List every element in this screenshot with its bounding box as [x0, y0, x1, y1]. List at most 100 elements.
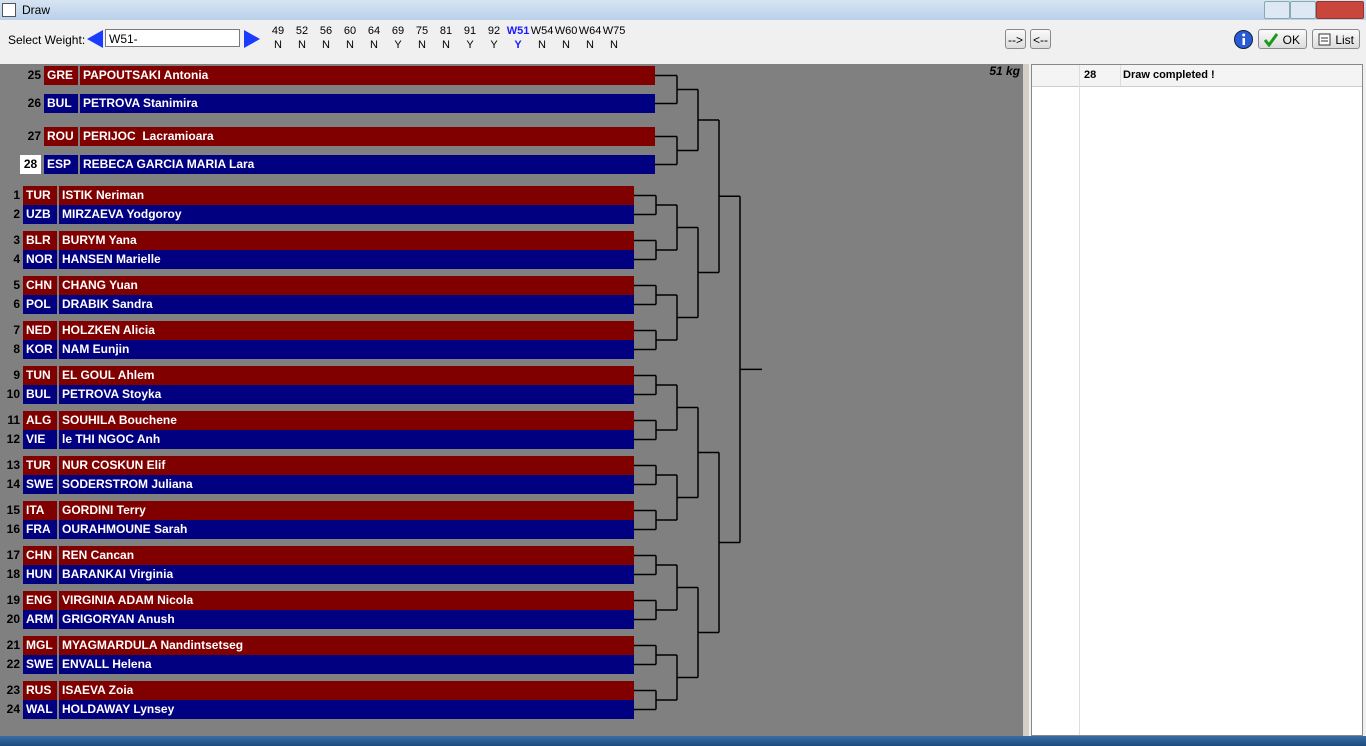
scrollbar: [1023, 64, 1029, 736]
entry-country: ALG: [23, 411, 57, 430]
weight-option[interactable]: 81: [439, 25, 453, 37]
weight-label: 51 kg: [989, 64, 1020, 78]
entry-name[interactable]: DRABIK Sandra: [59, 295, 634, 314]
prev-weight-button[interactable]: [86, 29, 104, 49]
entry-number: 10: [6, 387, 20, 401]
entry-number: 4: [13, 252, 20, 266]
log-panel: 28 Draw completed !: [1031, 64, 1363, 736]
weight-flag: Y: [514, 39, 522, 51]
entry-country: KOR: [23, 340, 57, 359]
entry-number: 1: [13, 188, 20, 202]
entry-country: VIE: [23, 430, 57, 449]
maximize-button[interactable]: [1290, 1, 1316, 19]
weight-flag: N: [442, 39, 450, 51]
entry-name[interactable]: MYAGMARDULA Nandintsetseg: [59, 636, 634, 655]
weight-option[interactable]: W54: [530, 25, 554, 37]
ok-label: OK: [1282, 33, 1300, 47]
log-header: [1032, 65, 1362, 87]
entry-name[interactable]: HOLDAWAY Lynsey: [59, 700, 634, 719]
entry-name[interactable]: PERIJOC Lacramioara: [80, 127, 655, 146]
draw-area: 51 kg 25 GRE PAPOUTSAKI Antonia 26 BUL PETROV…: [0, 64, 1023, 736]
log-message: Draw completed !: [1123, 69, 1215, 81]
next-weight-button[interactable]: [243, 29, 261, 49]
weight-flag: Y: [490, 39, 498, 51]
weight-option[interactable]: W60: [554, 25, 578, 37]
weight-flag: N: [370, 39, 378, 51]
entry-name[interactable]: ISTIK Neriman: [59, 186, 634, 205]
entry-name[interactable]: REN Cancan: [59, 546, 634, 565]
entry-number: 20: [6, 612, 20, 626]
entry-name[interactable]: HANSEN Marielle: [59, 250, 634, 269]
entry-name[interactable]: SOUHILA Bouchene: [59, 411, 634, 430]
prev-button[interactable]: <--: [1030, 29, 1051, 49]
entry-name[interactable]: MIRZAEVA Yodgoroy: [59, 205, 634, 224]
weight-option[interactable]: W64: [578, 25, 602, 37]
entry-name[interactable]: le THI NGOC Anh: [59, 430, 634, 449]
list-button[interactable]: List: [1312, 29, 1360, 49]
entry-name[interactable]: ENVALL Helena: [59, 655, 634, 674]
entry-name[interactable]: PETROVA Stanimira: [80, 94, 655, 113]
entry-name[interactable]: CHANG Yuan: [59, 276, 634, 295]
weight-option[interactable]: W75: [602, 25, 626, 37]
entry-number: 15: [6, 503, 20, 517]
entry-name[interactable]: REBECA GARCIA MARIA Lara: [80, 155, 655, 174]
entry-country: TUR: [23, 186, 57, 205]
entry-country: WAL: [23, 700, 57, 719]
column-divider: [1120, 65, 1121, 86]
entry-number: 3: [13, 233, 20, 247]
entry-name[interactable]: SODERSTROM Juliana: [59, 475, 634, 494]
weight-option[interactable]: 91: [463, 25, 477, 37]
info-button[interactable]: [1233, 29, 1254, 50]
window-title: Draw: [22, 3, 51, 17]
entry-name[interactable]: NAM Eunjin: [59, 340, 634, 359]
weight-option[interactable]: 64: [367, 25, 381, 37]
weight-flag: N: [610, 39, 618, 51]
entry-name[interactable]: PETROVA Stoyka: [59, 385, 634, 404]
entry-name[interactable]: PAPOUTSAKI Antonia: [80, 66, 655, 85]
entry-number: 13: [6, 458, 20, 472]
entry-number: 9: [13, 368, 20, 382]
next-button[interactable]: -->: [1005, 29, 1026, 49]
entry-name[interactable]: NUR COSKUN Elif: [59, 456, 634, 475]
weight-select[interactable]: W51-: [105, 29, 240, 47]
close-button[interactable]: [1316, 1, 1364, 19]
entry-number: 23: [6, 683, 20, 697]
entry-name[interactable]: HOLZKEN Alicia: [59, 321, 634, 340]
weight-option[interactable]: 56: [319, 25, 333, 37]
app-icon: [2, 3, 16, 17]
weight-flag: Y: [394, 39, 402, 51]
log-count: 28: [1084, 69, 1097, 81]
weight-option[interactable]: 60: [343, 25, 357, 37]
entry-country: GRE: [44, 66, 78, 85]
ok-button[interactable]: OK: [1258, 29, 1307, 49]
weight-option[interactable]: 49: [271, 25, 285, 37]
entry-number: 8: [13, 342, 20, 356]
weight-option[interactable]: 69: [391, 25, 405, 37]
entry-number: 17: [6, 548, 20, 562]
entry-country: HUN: [23, 565, 57, 584]
entry-name[interactable]: GRIGORYAN Anush: [59, 610, 634, 629]
minimize-button[interactable]: [1264, 1, 1290, 19]
entry-country: BUL: [23, 385, 57, 404]
weight-flag: N: [274, 39, 282, 51]
weight-option[interactable]: 52: [295, 25, 309, 37]
entry-country: TUN: [23, 366, 57, 385]
weight-option[interactable]: 92: [487, 25, 501, 37]
weight-flag: N: [538, 39, 546, 51]
entry-number: 19: [6, 593, 20, 607]
entry-number: 12: [6, 432, 20, 446]
entry-name[interactable]: EL GOUL Ahlem: [59, 366, 634, 385]
weight-flag: N: [586, 39, 594, 51]
entry-name[interactable]: ISAEVA Zoia: [59, 681, 634, 700]
entry-name[interactable]: VIRGINIA ADAM Nicola: [59, 591, 634, 610]
entry-name[interactable]: GORDINI Terry: [59, 501, 634, 520]
entry-name[interactable]: BARANKAI Virginia: [59, 565, 634, 584]
weight-option[interactable]: W51: [506, 25, 530, 37]
entry-name[interactable]: BURYM Yana: [59, 231, 634, 250]
entry-number: 28: [20, 155, 41, 174]
entry-number: 5: [13, 278, 20, 292]
entry-number: 18: [6, 567, 20, 581]
weight-option[interactable]: 75: [415, 25, 429, 37]
entry-number: 2: [13, 207, 20, 221]
entry-name[interactable]: OURAHMOUNE Sarah: [59, 520, 634, 539]
